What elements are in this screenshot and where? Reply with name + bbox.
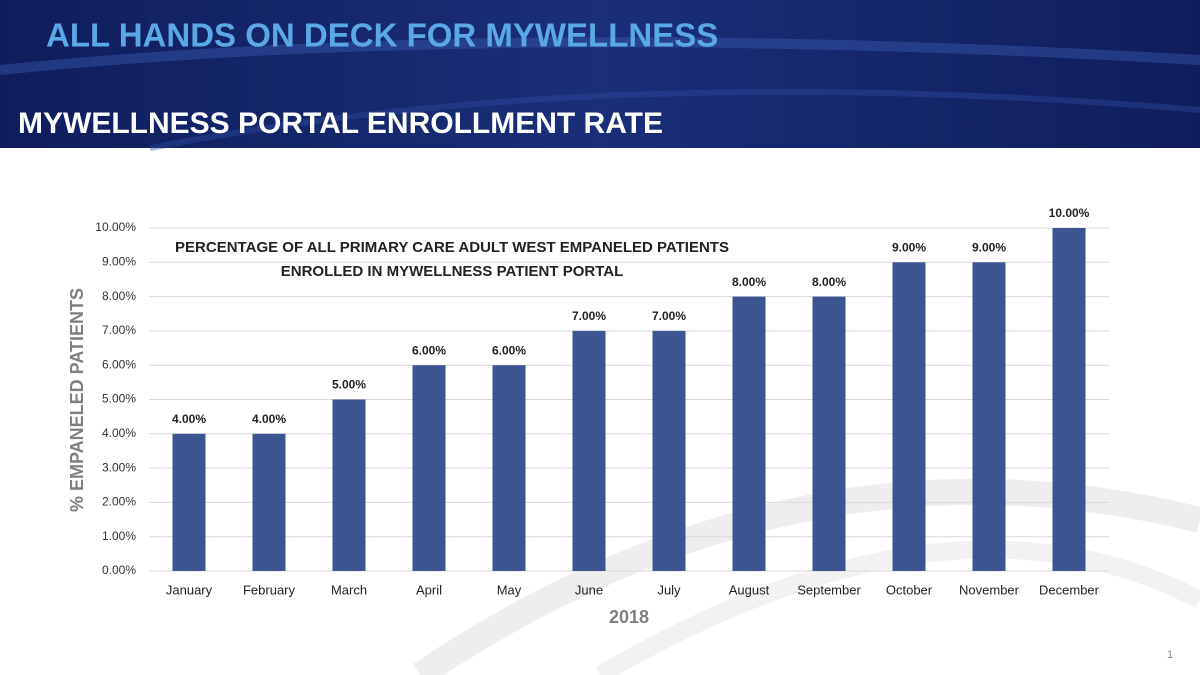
- bar: [812, 296, 846, 571]
- y-tick-label: 1.00%: [102, 529, 136, 543]
- decor-arc: [0, 37, 1200, 75]
- bar: [412, 365, 446, 571]
- value-label: 7.00%: [652, 309, 686, 323]
- slide-title: ALL HANDS ON DECK FOR MYWELLNESS: [46, 17, 718, 54]
- bar: [492, 365, 526, 571]
- x-tick-label: November: [959, 582, 1020, 597]
- y-tick-label: 7.00%: [102, 323, 136, 337]
- value-label: 4.00%: [252, 412, 286, 426]
- chart-title: ENROLLED IN MYWELLNESS PATIENT PORTAL: [281, 263, 624, 280]
- value-label: 5.00%: [332, 378, 366, 392]
- bar: [732, 296, 766, 571]
- y-tick-label: 10.00%: [95, 220, 136, 234]
- value-label: 9.00%: [892, 240, 926, 254]
- x-tick-label: February: [243, 582, 296, 597]
- decor-arc: [149, 88, 1200, 151]
- y-tick-label: 4.00%: [102, 426, 136, 440]
- x-tick-label: March: [331, 582, 367, 597]
- x-tick-label: June: [575, 582, 603, 597]
- y-axis-label: % EMPANELED PATIENTS: [67, 288, 87, 512]
- bar: [1052, 228, 1086, 571]
- x-tick-label: September: [797, 582, 861, 597]
- value-label: 10.00%: [1049, 206, 1090, 220]
- page-number: 1: [1167, 649, 1173, 661]
- chart-title: PERCENTAGE OF ALL PRIMARY CARE ADULT WES…: [175, 239, 729, 256]
- y-tick-label: 5.00%: [102, 392, 136, 406]
- y-tick-label: 3.00%: [102, 460, 136, 474]
- y-tick-label: 8.00%: [102, 289, 136, 303]
- bar: [972, 262, 1006, 571]
- value-label: 6.00%: [412, 343, 446, 357]
- x-tick-label: January: [166, 582, 213, 597]
- y-tick-label: 9.00%: [102, 254, 136, 268]
- y-tick-label: 6.00%: [102, 357, 136, 371]
- value-label: 6.00%: [492, 343, 526, 357]
- value-label: 8.00%: [812, 275, 846, 289]
- bar: [572, 330, 606, 571]
- header-band: [0, 0, 1200, 148]
- y-tick-label: 2.00%: [102, 495, 136, 509]
- y-tick-label: 0.00%: [102, 563, 136, 577]
- value-label: 9.00%: [972, 240, 1006, 254]
- slide-subtitle: MYWELLNESS PORTAL ENROLLMENT RATE: [18, 107, 663, 140]
- bar: [252, 433, 286, 571]
- bar: [172, 433, 206, 571]
- x-tick-label: August: [729, 582, 770, 597]
- value-label: 7.00%: [572, 309, 606, 323]
- value-label: 4.00%: [172, 412, 206, 426]
- bar: [892, 262, 926, 571]
- bar: [652, 330, 686, 571]
- x-axis-label: 2018: [609, 607, 649, 627]
- x-tick-label: July: [657, 582, 681, 597]
- x-tick-label: April: [416, 582, 442, 597]
- value-label: 8.00%: [732, 275, 766, 289]
- bar: [332, 399, 366, 571]
- x-tick-label: May: [497, 582, 522, 597]
- x-tick-label: December: [1039, 582, 1100, 597]
- x-tick-label: October: [886, 582, 933, 597]
